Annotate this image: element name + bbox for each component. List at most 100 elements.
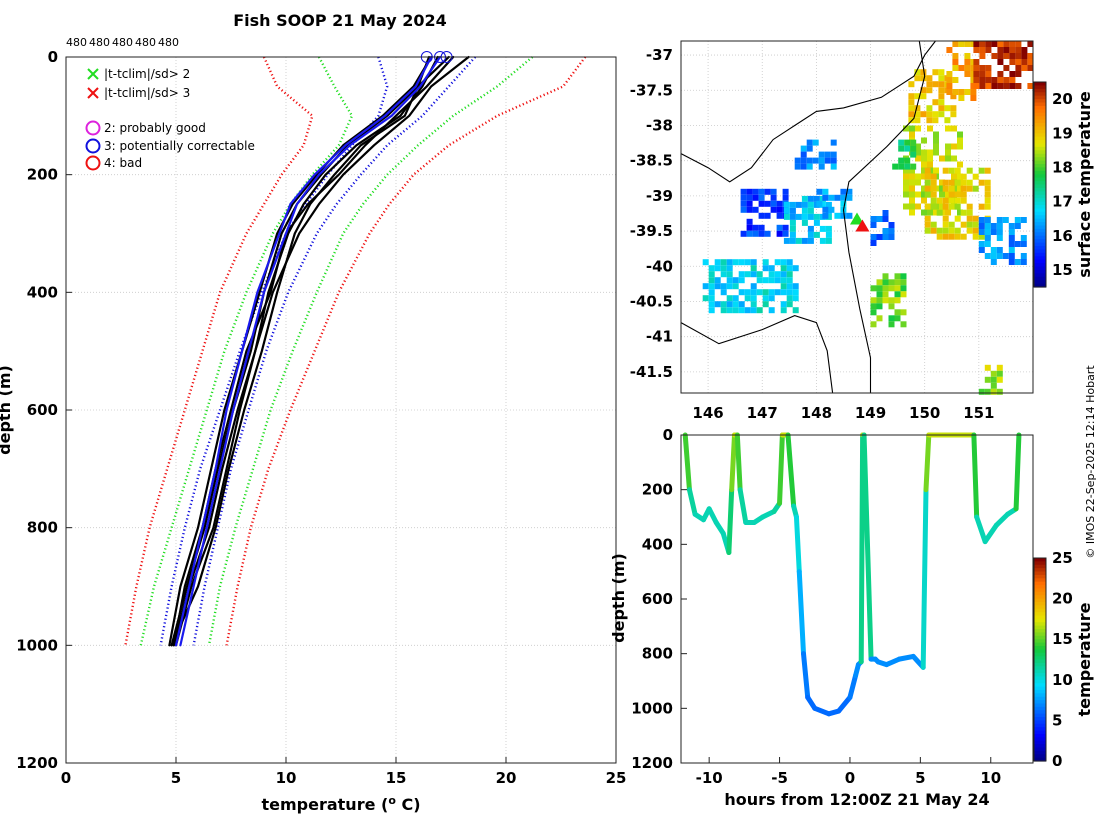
sst-cell [732, 301, 739, 308]
sst-cell [930, 227, 937, 234]
sst-cell [894, 273, 901, 280]
sst-cell [825, 213, 832, 220]
sst-cell [984, 167, 991, 174]
sst-cell [972, 233, 979, 240]
sst-cell [740, 188, 747, 195]
sst-cell [957, 185, 963, 192]
colorbar-cell [1034, 133, 1046, 138]
sst-cell [746, 206, 753, 213]
sst-cell [807, 231, 814, 238]
sst-cell [948, 179, 955, 186]
sst-cell [786, 265, 793, 272]
sst-cell [1008, 247, 1015, 253]
sst-cell [714, 259, 721, 266]
map-axes-frame [680, 40, 1034, 394]
sst-cell [783, 201, 790, 208]
colorbar-cell [1034, 656, 1046, 661]
sst-cell [926, 105, 933, 112]
sst-cell [1008, 259, 1015, 265]
sst-cell [970, 89, 977, 95]
sst-cell [822, 212, 829, 219]
track-segment [993, 511, 1011, 528]
sst-cell [973, 77, 980, 83]
colorbar-cell [1034, 252, 1046, 257]
sst-cell [946, 47, 953, 53]
lat-tick-label: -41 [646, 328, 673, 346]
y-tick-label: 800 [27, 519, 58, 537]
sst-cell [942, 185, 949, 192]
sst-cell [795, 213, 802, 220]
sst-cell [744, 307, 751, 314]
sst-cell [752, 194, 759, 201]
sst-cell [924, 179, 931, 186]
sst-cell [900, 321, 907, 328]
sst-cell [914, 105, 921, 112]
colorbar-cell [1034, 170, 1046, 175]
sst-cell [888, 234, 895, 240]
colorbar-cell [1034, 181, 1046, 186]
sst-cell [938, 111, 945, 118]
sst-cell [824, 157, 831, 164]
sst-cell [813, 195, 820, 202]
sst-cell [819, 237, 826, 244]
sst-cell [870, 309, 877, 316]
sst-cell [786, 259, 793, 266]
sst-cell [979, 71, 986, 77]
sst-cell [1020, 235, 1027, 241]
sst-cell [948, 203, 955, 210]
sst-cell [1009, 77, 1016, 83]
sst-cell [870, 234, 877, 240]
sst-cell [903, 167, 909, 174]
sst-cell [979, 77, 986, 83]
y-tick-label: 1200 [631, 754, 673, 772]
sst-cell [702, 259, 709, 266]
sst-cell [1015, 53, 1022, 59]
sst-cell [920, 69, 927, 76]
sst-cell [1014, 223, 1021, 229]
sst-cell [914, 117, 921, 124]
sst-cell [908, 117, 915, 124]
sst-cell [726, 259, 733, 266]
sst-cell [762, 277, 769, 284]
sst-cell [870, 240, 877, 246]
lat-tick-label: -37 [646, 46, 673, 64]
colorbar-cell [1034, 652, 1046, 657]
sst-cell [996, 217, 1003, 223]
sst-cell [924, 227, 931, 234]
sst-cell [764, 200, 771, 207]
sst-cell [910, 145, 917, 152]
sst-cell [708, 307, 715, 314]
y-tick-label: 1000 [631, 699, 673, 717]
sst-cell [936, 197, 943, 204]
sst-cell [714, 283, 721, 290]
sst-cell [800, 151, 807, 158]
ship-position-marker [855, 219, 870, 232]
sst-cell [1009, 59, 1016, 65]
sst-cell [964, 71, 971, 77]
lat-tick-label: -40 [646, 257, 673, 275]
sst-cell [1020, 253, 1027, 259]
sst-cell [888, 315, 895, 322]
sst-cell [964, 59, 971, 65]
sst-cell [888, 285, 895, 292]
colorbar-cell [1034, 205, 1046, 210]
sst-cell [888, 279, 895, 286]
sst-cell [783, 207, 790, 214]
sst-cell [990, 247, 997, 253]
sst-cell [762, 259, 769, 266]
profile-line [174, 55, 433, 647]
y-tick-label: 0 [48, 48, 58, 66]
sst-cell [789, 237, 796, 244]
colorbar-cell [1034, 578, 1046, 583]
colorbar-cell [1034, 232, 1046, 237]
sst-cell [946, 89, 953, 95]
sst-cell [792, 283, 799, 290]
sst-cell [984, 185, 991, 192]
sst-cell [738, 301, 745, 308]
colorbar-cell [1034, 581, 1046, 586]
sst-cell [1014, 217, 1021, 223]
colorbar-cell [1034, 642, 1046, 647]
legend-circle-marker [85, 120, 101, 136]
sst-patches [702, 41, 1034, 395]
sst-cell [978, 388, 985, 395]
